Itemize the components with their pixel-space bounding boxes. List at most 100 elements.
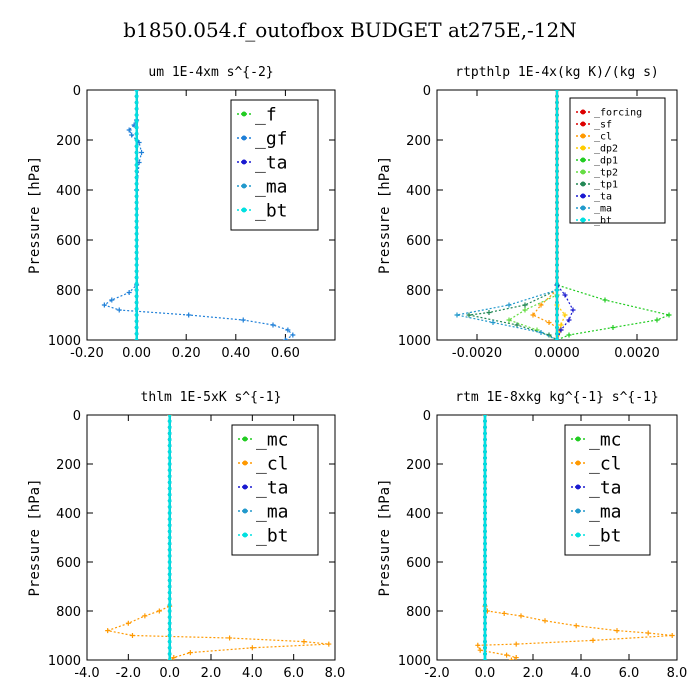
y-tick-label: 0 (73, 84, 81, 99)
series-marker_bt (555, 244, 559, 249)
y-tick-label: 800 (406, 605, 431, 620)
series-marker_bt (483, 645, 487, 650)
series-marker_bt (167, 511, 172, 515)
series-marker_bt (555, 231, 559, 236)
x-tick-label: 0.20 (172, 346, 201, 361)
legend: _mc _cl _ta _ma _bt (564, 424, 651, 556)
y-tick-label: 600 (406, 234, 431, 249)
series-marker_bt (555, 319, 559, 324)
y-tick-label: 200 (406, 134, 431, 149)
series-marker_bt (134, 288, 139, 292)
series-marker_bt (167, 535, 172, 540)
y-tick-label: 400 (56, 507, 81, 522)
series-marker_gf (139, 150, 145, 155)
series-marker_bt (134, 306, 139, 311)
series-marker_bt (167, 633, 172, 638)
series-marker_bt (167, 492, 172, 497)
series-marker_bt (134, 269, 139, 274)
legend-label: _dp1 (594, 156, 618, 167)
series-marker_bt (167, 572, 172, 577)
legend-label: _tp2 (594, 168, 618, 179)
series-marker_cl (301, 639, 307, 645)
x-tick-label: 2.0 (201, 666, 222, 681)
series-marker_bt (483, 498, 487, 503)
series-marker_bt (483, 609, 487, 613)
series-marker_cl (513, 641, 519, 647)
series-marker_cl (142, 613, 148, 619)
series-marker_bt (555, 300, 559, 305)
series-marker_bt (555, 313, 559, 317)
legend-label: _forcing (594, 108, 642, 119)
legend-marker (575, 532, 581, 538)
series-marker_bt (167, 596, 172, 601)
series-marker_bt (483, 480, 487, 485)
series-marker_ta (570, 307, 576, 313)
series-marker_bt (134, 100, 139, 105)
series-marker_bt (555, 163, 559, 167)
series-marker_dp1 (610, 325, 616, 330)
series-marker_cl (530, 312, 536, 318)
series-marker_bt (483, 505, 487, 509)
series-marker_bt (483, 603, 487, 607)
series-marker_bt (555, 90, 559, 92)
series-marker_bt (555, 113, 559, 117)
y-tick-label: 1000 (48, 334, 81, 349)
series-marker_bt (483, 492, 487, 497)
x-tick-label: 0.0000 (534, 346, 580, 361)
legend: _forcing_sf_cl_dp2_dp1_tp2_tp1_ta_ma_bt (569, 97, 666, 227)
series-marker_bt (167, 529, 172, 534)
series-marker_cl (614, 628, 620, 634)
series-marker_dp1 (654, 317, 660, 323)
series-marker_bt (555, 156, 559, 161)
legend-label: _sf (594, 120, 612, 131)
series-marker_bt (555, 106, 559, 111)
series-marker_bt (555, 175, 559, 180)
series-marker_bt (167, 609, 172, 613)
series-marker_bt (483, 633, 487, 638)
series-marker_tp1 (486, 310, 492, 315)
series-marker_bt (555, 219, 559, 224)
series-marker_gf (240, 317, 246, 323)
series-marker_bt (483, 590, 487, 595)
series-marker_gf (116, 307, 122, 313)
y-tick-label: 200 (56, 458, 81, 473)
legend-marker (575, 484, 581, 490)
legend: _mc _cl _ta _ma _bt (231, 424, 319, 556)
series-marker_bt (134, 256, 139, 261)
series-marker_bt (555, 294, 559, 299)
legend-label: _ma (594, 204, 612, 215)
series-marker_cl (249, 645, 255, 651)
series-marker_bt (483, 449, 487, 454)
series-marker_bt (167, 652, 172, 656)
series-marker_bt (483, 443, 487, 448)
series-line_cl (476, 415, 673, 660)
series-marker_cl (475, 642, 481, 648)
series-marker_bt (555, 119, 559, 124)
series-marker_bt (134, 156, 139, 161)
series-marker_bt (134, 181, 139, 186)
series-marker_bt (134, 319, 139, 324)
series-marker_cl (504, 652, 510, 658)
y-axis-label: Pressure [hPa] (27, 156, 43, 274)
x-tick-label: 0.40 (221, 346, 250, 361)
x-tick-label: 0.0 (159, 666, 180, 681)
series-marker_bt (134, 188, 139, 192)
y-tick-label: 1000 (48, 654, 81, 669)
series-marker_bt (134, 275, 139, 280)
series-marker_bt (134, 144, 139, 149)
x-tick-label: 6.0 (619, 666, 640, 681)
series-marker_bt (483, 596, 487, 601)
legend-marker (241, 135, 247, 141)
series-marker_bt (134, 338, 139, 340)
legend-marker (580, 157, 586, 163)
series-marker_bt (134, 294, 139, 299)
series-marker_bt (134, 163, 139, 167)
legend-marker (580, 133, 586, 139)
y-tick-label: 0 (423, 409, 431, 424)
legend-label: _bt (255, 200, 288, 221)
series-marker_bt (555, 238, 559, 242)
series-marker_bt (555, 269, 559, 274)
y-axis-label: Pressure [hPa] (377, 478, 393, 596)
series-marker_bt (483, 584, 487, 589)
legend-marker (242, 508, 248, 514)
